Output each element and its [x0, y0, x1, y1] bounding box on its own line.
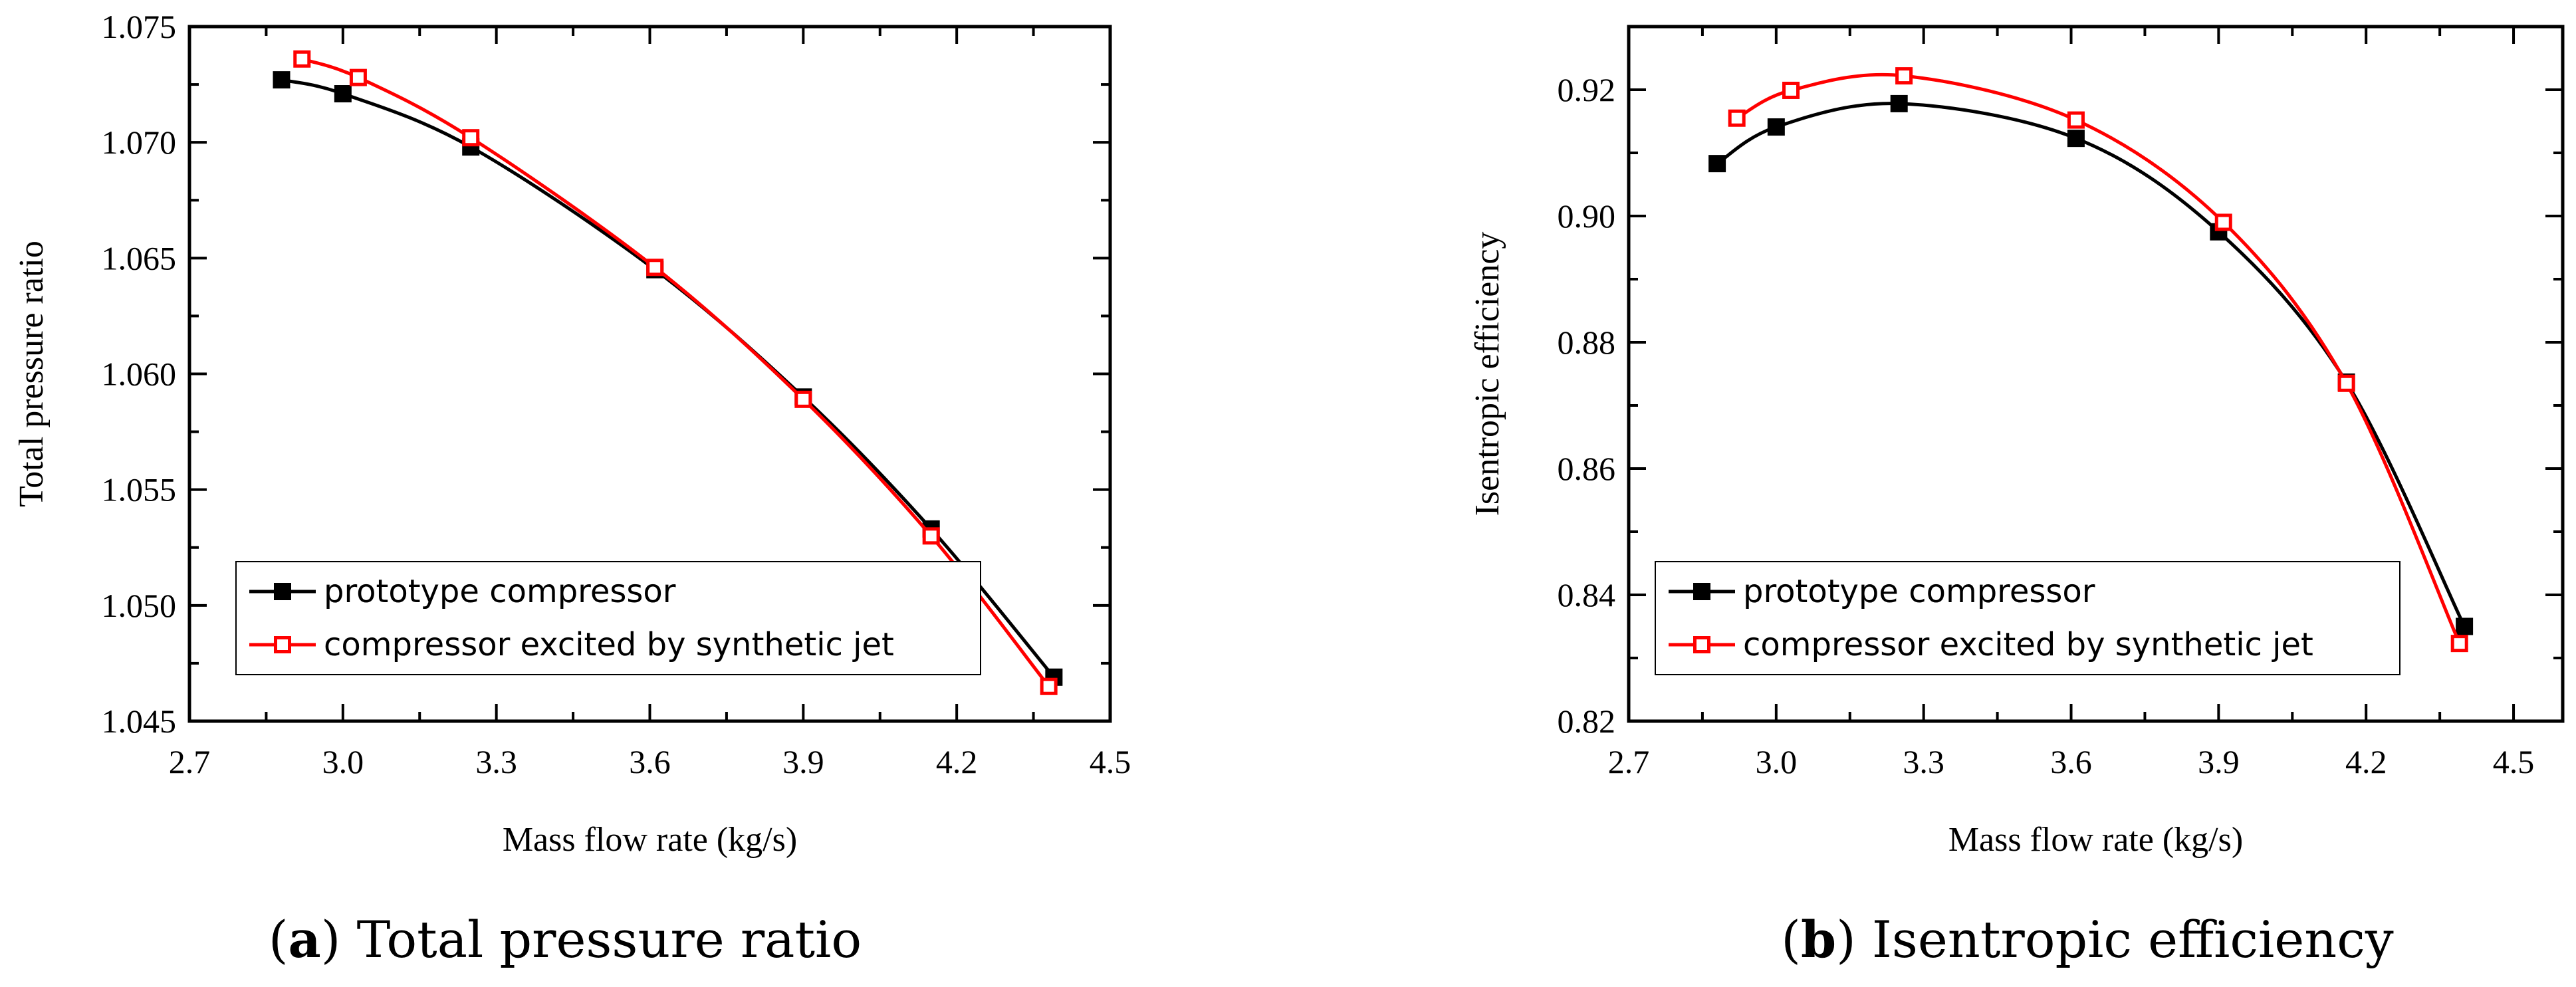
chart-b-caption-letter: b	[1801, 910, 1836, 969]
chart-b-legend-label-1: prototype compressor	[1743, 573, 2095, 610]
chart-b-caption-text: Isentropic efficiency	[1856, 910, 2394, 969]
chart-a-data-point-2	[1040, 677, 1058, 695]
chart-b-series	[1708, 67, 2474, 653]
chart-b-data-point-1	[1767, 118, 1785, 136]
chart-a-x-tick-label: 4.2	[936, 743, 978, 780]
chart-b-x-tick-label: 3.9	[2198, 743, 2240, 780]
chart-a-data-point-2	[462, 129, 480, 147]
chart-b-series-line-2	[1736, 72, 2462, 645]
chart-b-x-axis-label: Mass flow rate (kg/s)	[1948, 821, 2243, 859]
chart-b-legend-marker-2	[1693, 636, 1710, 653]
chart-a-y-tick-label: 1.060	[102, 356, 177, 393]
chart-a-legend-marker-1	[274, 583, 291, 600]
chart-a-y-tick-label: 1.065	[102, 239, 177, 276]
chart-a-data-point-1	[334, 85, 352, 103]
chart-b-legend-box	[1655, 561, 2400, 675]
chart-a-x-tick-label: 3.3	[475, 743, 517, 780]
chart-b-x-tick-label: 4.5	[2493, 743, 2535, 780]
chart-b: 2.7 3.0 3.3 3.6 3.9 4.2 4.5 0.82 0.84 0.86 0.88 0.9…	[1468, 25, 2565, 969]
chart-a-data-point-2	[646, 259, 664, 276]
chart-a-caption: (a) Total pressure ratio	[269, 910, 862, 969]
chart-b-y-tick-label: 0.82	[1558, 703, 1616, 740]
chart-a-legend-marker-2	[274, 636, 291, 653]
chart-b-tick-labels: 2.7 3.0 3.3 3.6 3.9 4.2 4.5 0.82 0.84 0.86 0.88 0.9…	[1558, 71, 2535, 780]
chart-b-y-tick-label: 0.88	[1558, 324, 1616, 361]
chart-a-y-tick-label: 1.075	[102, 8, 177, 45]
chart-b-data-point-1	[2067, 130, 2085, 148]
chart-b-y-tick-label: 0.90	[1558, 197, 1616, 235]
chart-a-legend: prototype compressor compressor excited b…	[235, 561, 981, 675]
chart-a-x-tick-label: 3.9	[782, 743, 824, 780]
chart-b-y-axis-label: Isentropic efficiency	[1468, 232, 1506, 516]
chart-a-data-point-2	[349, 68, 367, 86]
chart-a-x-tick-label: 3.6	[629, 743, 671, 780]
chart-a-series	[273, 50, 1063, 695]
chart-b-y-tick-label: 0.84	[1558, 576, 1616, 613]
chart-b-data-point-2	[1782, 81, 1800, 99]
chart-a-x-tick-label: 3.0	[322, 743, 364, 780]
chart-b-data-point-1	[1890, 94, 1908, 112]
chart-b-x-tick-label: 3.0	[1756, 743, 1798, 780]
chart-a-data-point-2	[293, 50, 311, 68]
chart-b-y-tick-label: 0.86	[1558, 450, 1616, 487]
chart-a-y-tick-label: 1.055	[102, 471, 177, 508]
chart-a-legend-label-1: prototype compressor	[324, 573, 676, 610]
chart-a-tick-labels: 2.7 3.0 3.3 3.6 3.9 4.2 4.5 1.045 1.050 1.055 1.06…	[102, 8, 1131, 780]
chart-b-data-point-2	[1895, 67, 1913, 85]
chart-a-y-tick-label: 1.070	[102, 124, 177, 161]
chart-b-legend-marker-1	[1693, 583, 1710, 600]
chart-b-data-point-2	[1728, 109, 1746, 127]
chart-b-data-point-2	[2337, 374, 2355, 392]
chart-a-caption-letter: a	[289, 910, 321, 969]
chart-a-data-point-1	[273, 71, 291, 89]
chart-b-caption: (b) Isentropic efficiency	[1781, 910, 2394, 969]
chart-b-legend: prototype compressor compressor excited b…	[1655, 561, 2400, 675]
chart-b-data-point-1	[2456, 617, 2474, 635]
chart-a-y-axis-label: Total pressure ratio	[13, 241, 51, 507]
chart-b-x-tick-label: 3.6	[2050, 743, 2092, 780]
chart-a-legend-box	[235, 561, 981, 675]
chart-b-data-point-2	[2450, 635, 2468, 653]
chart-b-plot-frame	[1627, 25, 2565, 723]
chart-b-x-tick-label: 2.7	[1608, 743, 1650, 780]
chart-a-x-tick-label: 4.5	[1090, 743, 1131, 780]
chart-b-data-point-2	[2214, 213, 2232, 231]
chart-a-data-point-2	[922, 527, 940, 545]
chart-a-y-tick-label: 1.045	[102, 703, 177, 740]
chart-b-data-point-1	[1708, 155, 1726, 173]
chart-a-x-tick-label: 2.7	[169, 743, 211, 780]
chart-a-plot-frame	[187, 25, 1112, 723]
chart-b-x-tick-label: 4.2	[2345, 743, 2387, 780]
chart-b-x-tick-label: 3.3	[1903, 743, 1944, 780]
chart-a: 2.7 3.0 3.3 3.6 3.9 4.2 4.5 1.045 1.050 1.055 1.06…	[13, 8, 1131, 969]
chart-b-series-line-1	[1716, 102, 2466, 627]
chart-b-legend-label-2: compressor excited by synthetic jet	[1743, 626, 2313, 663]
chart-a-y-tick-label: 1.050	[102, 587, 177, 624]
chart-a-data-point-2	[794, 390, 812, 408]
chart-a-legend-label-2: compressor excited by synthetic jet	[324, 626, 894, 663]
chart-b-data-point-2	[2067, 111, 2085, 129]
chart-a-x-axis-label: Mass flow rate (kg/s)	[503, 821, 797, 859]
chart-a-caption-text: Total pressure ratio	[340, 910, 862, 969]
chart-b-y-tick-label: 0.92	[1558, 71, 1616, 108]
